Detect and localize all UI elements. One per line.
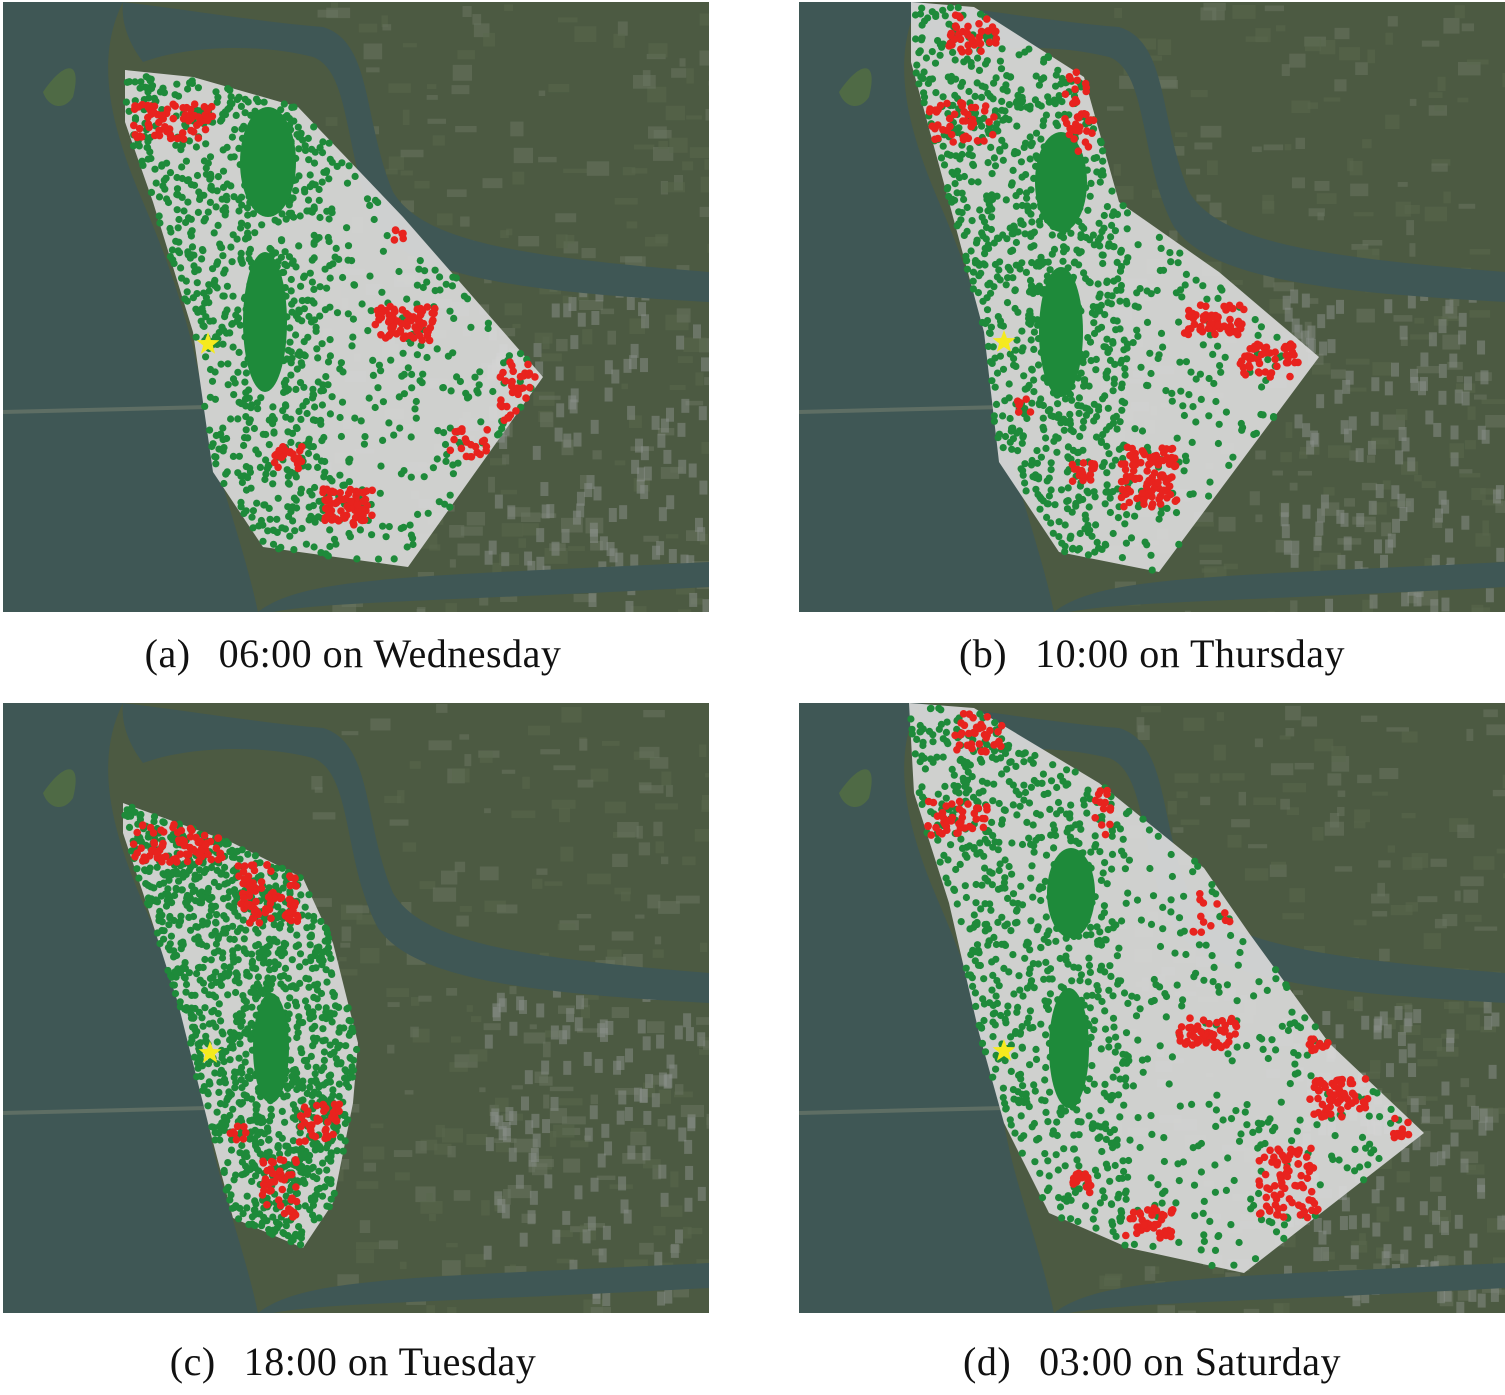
lake	[799, 2, 1054, 612]
caption-a: (a) 06:00 on Wednesday	[0, 630, 706, 677]
south-river	[1054, 1263, 1505, 1313]
small-island	[43, 769, 76, 808]
map-c	[3, 703, 709, 1313]
lake	[3, 703, 258, 1313]
caption-d-time: 03:00 on Saturday	[1039, 1339, 1341, 1384]
river	[122, 703, 709, 1003]
map-d	[799, 703, 1505, 1313]
south-river	[258, 562, 709, 612]
start-star-icon	[992, 1039, 1016, 1061]
small-island	[839, 769, 872, 808]
red-point-cluster	[130, 100, 539, 529]
map-panel-c	[3, 703, 709, 1313]
lake	[3, 2, 258, 612]
caption-a-letter: (a)	[144, 631, 191, 676]
green-dense-block	[243, 252, 287, 392]
red-point-cluster	[924, 710, 1413, 1242]
south-river	[258, 1263, 709, 1313]
caption-b-time: 10:00 on Thursday	[1035, 631, 1346, 676]
caption-b: (b) 10:00 on Thursday	[799, 630, 1505, 677]
map-panel-a	[3, 2, 709, 612]
small-island	[839, 68, 872, 107]
caption-c-letter: (c)	[169, 1339, 216, 1384]
map-a	[3, 2, 709, 612]
green-dense-block	[1049, 988, 1089, 1108]
green-dense-block	[1039, 267, 1083, 397]
start-star-icon	[992, 330, 1016, 352]
south-river	[1054, 562, 1505, 612]
green-dense-block	[253, 993, 289, 1103]
start-star-icon	[196, 332, 220, 354]
caption-d-letter: (d)	[963, 1339, 1012, 1384]
caption-a-time: 06:00 on Wednesday	[218, 631, 562, 676]
caption-d: (d) 03:00 on Saturday	[799, 1338, 1505, 1385]
green-dense-block	[1035, 132, 1087, 232]
caption-c: (c) 18:00 on Tuesday	[0, 1338, 706, 1385]
bridge	[799, 1106, 1005, 1115]
service-area-polygon	[125, 70, 543, 567]
small-island	[43, 68, 76, 107]
lake	[799, 703, 1054, 1313]
green-dense-block	[1047, 848, 1095, 938]
map-panel-b	[799, 2, 1505, 612]
bridge	[799, 405, 1005, 414]
green-dense-block	[240, 107, 296, 217]
start-star-icon	[198, 1041, 222, 1063]
map-b	[799, 2, 1505, 612]
urban-texture	[304, 703, 709, 1313]
map-panel-d	[799, 703, 1505, 1313]
bridge	[3, 1106, 209, 1115]
red-point-cluster	[129, 820, 344, 1221]
caption-c-time: 18:00 on Tuesday	[243, 1339, 537, 1384]
bridge	[3, 405, 209, 414]
red-point-cluster	[925, 11, 1302, 511]
caption-b-letter: (b)	[958, 631, 1008, 676]
